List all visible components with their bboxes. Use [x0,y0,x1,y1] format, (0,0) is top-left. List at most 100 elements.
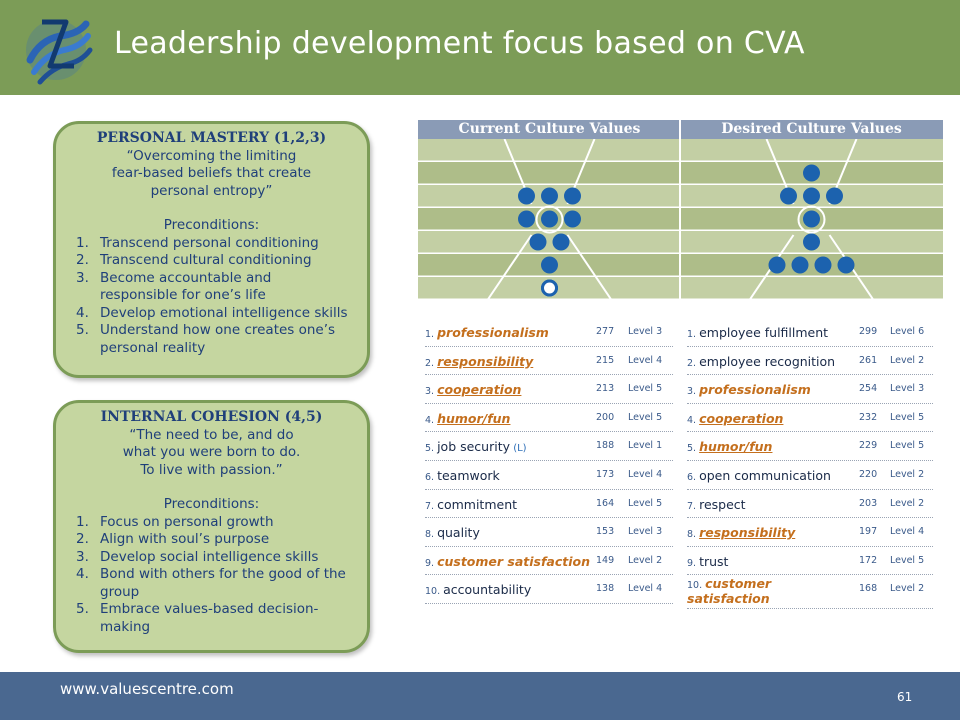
value-level: Level 4 [628,468,663,480]
value-votes: 220 [859,468,878,480]
limiting-tag: (L) [510,443,527,455]
level-band [418,231,681,253]
value-row: 10. accountability 138 Level 4 [425,575,673,604]
value-rank: 1. [687,329,697,340]
current-culture-title: Current Culture Values [418,120,681,139]
value-label: humor/fun [437,410,511,426]
preconditions-label: Preconditions: [163,217,260,233]
desired-culture-title: Desired Culture Values [680,120,943,139]
value-votes: 173 [596,468,615,480]
quote-line: “The need to be, and do [129,426,294,443]
value-dot [768,256,786,274]
level-band [418,139,681,161]
value-rank: 2. [687,357,697,369]
value-level: Level 3 [890,383,925,395]
personal-mastery-box: PERSONAL MASTERY (1,2,3) “Overcoming the… [53,121,370,378]
current-culture-chart: Current Culture Values [418,120,681,300]
page-title: Leadership development focus based on CV… [114,26,805,61]
hourglass-lower-lines [486,234,613,300]
value-dot [837,256,855,274]
value-votes: 261 [859,354,878,366]
value-votes: 164 [596,497,615,509]
value-row: 6. open communication 220 Level 2 [687,461,933,490]
value-level: Level 4 [890,526,925,538]
value-name: 9. customer satisfaction [425,554,590,569]
value-row: 4. cooperation 232 Level 5 [687,404,933,433]
value-dot [541,187,558,205]
value-row: 10. customer satisfaction 168 Level 2 [687,575,933,610]
value-rank: 3. [425,386,435,398]
value-rank: 5. [687,443,697,455]
value-label: professionalism [437,325,549,340]
value-name: 7. respect [687,497,746,512]
value-label: responsibility [437,353,534,369]
value-name: 3. cooperation [425,382,521,397]
list-item: 2. Transcend cultural conditioning [76,252,312,268]
footer-url-link[interactable]: www.valuescentre.com [60,680,234,698]
value-row: 9. customer satisfaction 149 Level 2 [425,547,673,576]
value-dot [803,233,820,251]
value-level: Level 5 [628,497,663,509]
value-row: 3. professionalism 254 Level 3 [687,375,933,404]
value-level: Level 2 [890,468,925,480]
value-row: 9. trust 172 Level 5 [687,547,933,576]
value-rank: 7. [425,500,435,512]
value-votes: 299 [859,326,878,337]
value-label: humor/fun [699,439,773,455]
value-votes: 200 [596,411,615,423]
value-votes: 197 [859,526,878,538]
value-label: commitment [437,496,518,512]
value-name: 1. employee fulfillment [687,325,828,340]
level-band [680,254,943,276]
value-level: Level 3 [628,526,663,538]
value-name: 8. responsibility [687,525,795,540]
chart-divider [679,120,681,300]
value-name: 2. responsibility [425,354,533,369]
value-name: 1. professionalism [425,325,549,340]
personal-mastery-quote: “Overcoming the limiting fear-based beli… [70,148,353,201]
internal-cohesion-heading: INTERNAL COHESION (4,5) [100,409,323,425]
value-level: Level 5 [628,411,663,423]
value-rank: 6. [687,471,697,483]
value-rank: 10. [425,586,441,598]
value-dot [564,187,581,205]
value-level: Level 3 [628,326,663,337]
value-row: 3. cooperation 213 Level 5 [425,375,673,404]
value-name: 7. commitment [425,497,517,512]
value-level: Level 4 [628,354,663,366]
value-label: responsibility [699,525,796,541]
value-name: 10. customer satisfaction [687,577,837,605]
value-label: employee recognition [699,353,836,369]
value-votes: 277 [596,326,615,337]
value-rank: 9. [687,557,697,569]
value-dot [541,210,558,228]
limiting-value-dot [541,279,558,297]
value-dot [791,256,809,274]
value-row: 8. quality 153 Level 3 [425,518,673,547]
value-votes: 232 [859,411,878,423]
value-row: 5. humor/fun 229 Level 5 [687,432,933,461]
value-votes: 213 [596,383,615,395]
preconditions-label: Preconditions: [163,496,260,512]
value-votes: 149 [596,554,615,566]
value-level: Level 4 [628,583,663,595]
current-culture-diagram [418,139,681,300]
list-item: 3. Become accountable and responsible for… [76,269,272,304]
list-item: 5. Embrace values-based decision-making [76,601,319,635]
value-row: 1. employee fulfillment 299 Level 6 [687,318,933,347]
value-row: 5. job security (L) 188 Level 1 [425,432,673,461]
value-name: 10. accountability [425,582,531,597]
value-votes: 254 [859,383,878,395]
value-label: customer satisfaction [437,553,591,569]
list-item: 2. Align with soul’s purpose [76,531,270,547]
value-rank: 6. [425,471,435,483]
list-item: 3. Develop social intelligence skills [76,548,319,565]
value-row: 7. respect 203 Level 2 [687,490,933,519]
value-votes: 229 [859,440,878,452]
value-dot [518,187,535,205]
value-level: Level 2 [890,583,925,595]
value-rank: 3. [687,386,697,398]
value-name: 6. open communication [687,468,831,483]
value-rank: 4. [425,414,435,426]
value-dot [552,233,570,251]
